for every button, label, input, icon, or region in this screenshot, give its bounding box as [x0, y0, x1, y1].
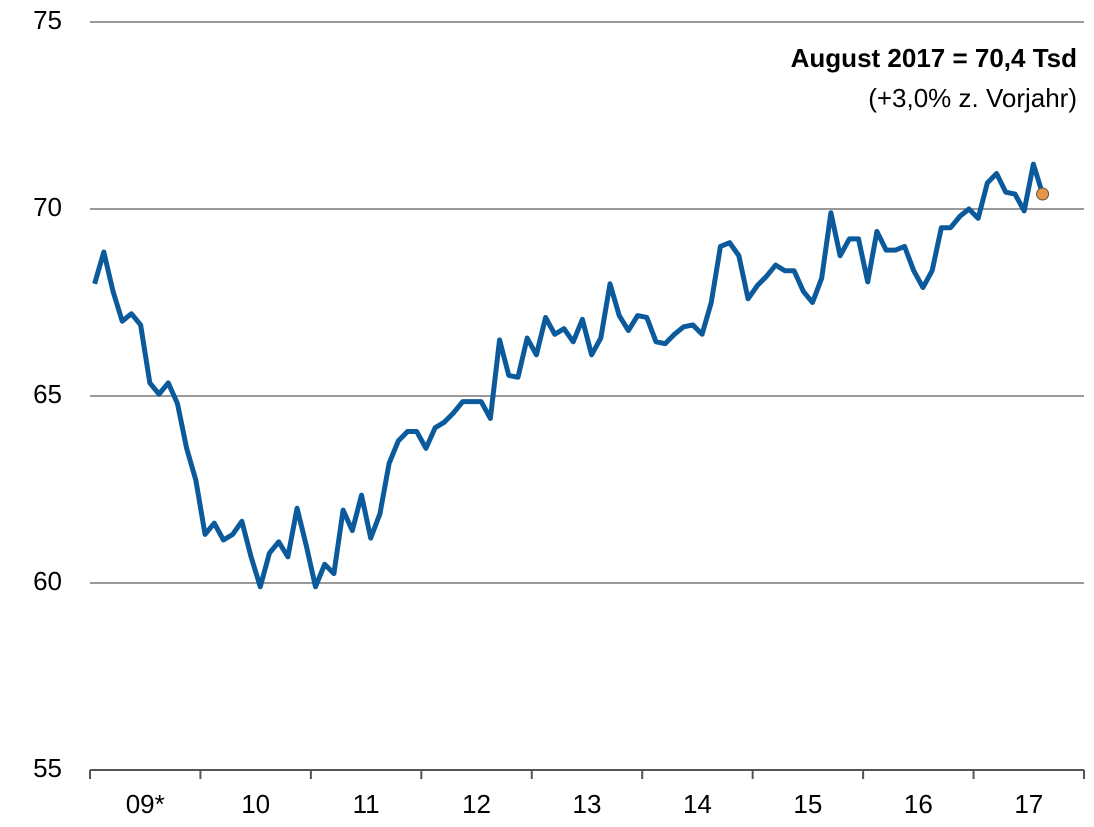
x-tick-label: 15 [793, 789, 822, 819]
x-tick-label: 13 [573, 789, 602, 819]
x-tick-label: 10 [241, 789, 270, 819]
data-line [92, 161, 1045, 590]
y-tick-label: 70 [33, 192, 62, 222]
annotation-title: August 2017 = 70,4 Tsd [791, 43, 1077, 73]
x-tick-label: 17 [1014, 789, 1043, 819]
y-tick-label: 65 [33, 379, 62, 409]
y-tick-label: 60 [33, 566, 62, 596]
y-tick-label: 75 [33, 5, 62, 35]
x-tick-label: 09* [126, 789, 165, 819]
x-tick-label: 16 [904, 789, 933, 819]
x-tick-label: 11 [353, 789, 380, 819]
annotation-subtitle: (+3,0% z. Vorjahr) [868, 83, 1077, 113]
x-tick-label: 14 [683, 789, 712, 819]
y-tick-label: 55 [33, 753, 62, 783]
highlight-point [1036, 187, 1050, 201]
x-tick-label: 12 [462, 789, 491, 819]
